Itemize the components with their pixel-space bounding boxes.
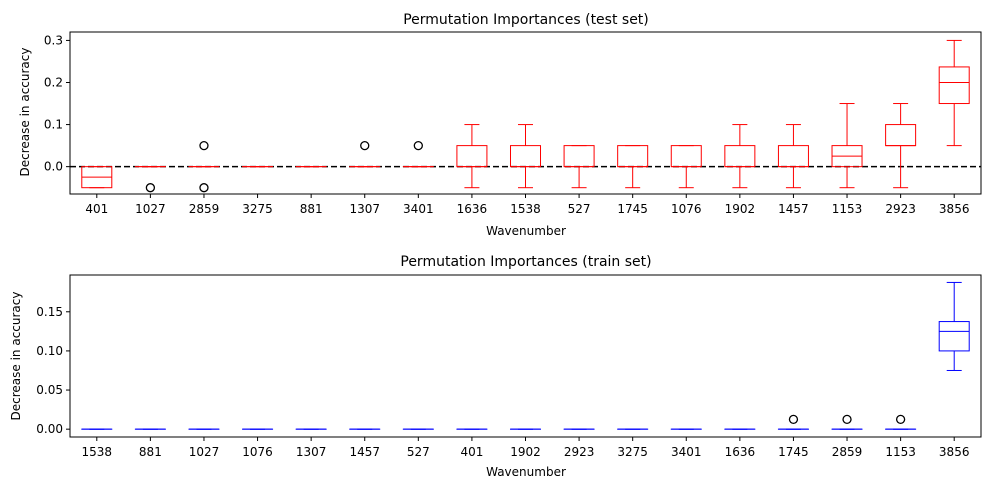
chart-train-set: Permutation Importances (train set) Decr… — [9, 254, 982, 479]
x-tick-label: 1307 — [349, 202, 380, 216]
x-tick-label: 401 — [85, 202, 108, 216]
box-1307 — [349, 140, 381, 168]
y-tick-label: 0.0 — [44, 160, 63, 174]
outlier-point — [360, 140, 370, 151]
x-tick-label: 1153 — [885, 445, 916, 459]
box-iqr — [563, 145, 595, 168]
box-iqr — [777, 145, 809, 168]
outlier-point — [413, 140, 423, 151]
outlier-point — [199, 140, 209, 151]
x-tick-label: 1745 — [617, 202, 648, 216]
outlier-point — [788, 414, 799, 425]
x-tick-label: 1076 — [671, 202, 702, 216]
x-tick-label: 1027 — [189, 445, 220, 459]
x-tick-label: 3856 — [939, 445, 970, 459]
box-iqr — [456, 145, 488, 168]
box-iqr — [724, 145, 756, 168]
x-tick-label: 1027 — [135, 202, 166, 216]
x-tick-label: 1538 — [82, 445, 113, 459]
outlier-point — [145, 183, 156, 193]
chart-title: Permutation Importances (test set) — [403, 12, 649, 28]
box-1745 — [617, 145, 649, 189]
box-iqr — [670, 145, 702, 168]
y-tick-label: 0.15 — [36, 305, 63, 319]
box-1076 — [670, 145, 702, 189]
x-tick-label: 1076 — [242, 445, 273, 459]
x-tick-label: 3275 — [617, 445, 648, 459]
box-3856 — [938, 39, 970, 147]
x-axis-label: Wavenumber — [486, 224, 566, 238]
x-tick-label: 527 — [568, 202, 591, 216]
y-axis-label: Decrease in accuracy — [9, 292, 23, 421]
box-1457 — [777, 124, 809, 189]
box-527 — [563, 145, 595, 189]
box-1027 — [134, 166, 166, 193]
chart-title: Permutation Importances (train set) — [400, 254, 651, 270]
x-tick-label: 3275 — [242, 202, 273, 216]
x-axis-label: Wavenumber — [486, 465, 566, 479]
x-tick-label: 1538 — [510, 202, 541, 216]
x-tick-label: 1636 — [725, 445, 756, 459]
box-1153 — [885, 414, 917, 430]
y-tick-label: 0.1 — [44, 118, 63, 132]
x-tick-label: 1745 — [778, 445, 809, 459]
plot-area: 0.00 0.05 0.10 0.15 1538 881 1027 1076 1307 1457 5… — [36, 281, 970, 459]
box-iqr — [509, 145, 542, 168]
box-1636 — [456, 124, 488, 189]
box-1745 — [777, 414, 809, 430]
box-iqr — [938, 321, 970, 352]
box-2923 — [885, 103, 917, 189]
box-iqr — [938, 66, 970, 105]
x-tick-label: 1636 — [457, 202, 488, 216]
box-iqr — [617, 145, 649, 168]
y-tick-label: 0.3 — [44, 33, 63, 47]
outlier-point — [895, 414, 906, 425]
box-401 — [81, 166, 113, 189]
box-1538 — [509, 124, 542, 189]
y-tick-label: 0.10 — [36, 344, 63, 358]
x-tick-label: 1457 — [778, 202, 809, 216]
x-tick-label: 1153 — [832, 202, 863, 216]
plot-area: 0.0 0.1 0.2 0.3 401 1027 2859 3275 881 1307 3401 16… — [44, 33, 981, 216]
y-tick-label: 0.2 — [44, 75, 63, 89]
x-tick-label: 2859 — [832, 445, 863, 459]
x-tick-label: 527 — [407, 445, 430, 459]
box-3856 — [938, 281, 970, 371]
x-tick-label: 881 — [300, 202, 323, 216]
chart-test-set: Permutation Importances (test set) Decre… — [18, 12, 982, 238]
box-1153 — [831, 103, 863, 189]
box-3401 — [402, 140, 434, 168]
x-tick-label: 3401 — [403, 202, 434, 216]
x-tick-label: 2923 — [885, 202, 916, 216]
x-tick-label: 1902 — [725, 202, 756, 216]
box-1902 — [724, 124, 756, 189]
box-2859 — [188, 140, 220, 193]
x-tick-label: 2923 — [564, 445, 595, 459]
x-tick-label: 1902 — [510, 445, 541, 459]
x-tick-label: 2859 — [189, 202, 220, 216]
x-tick-label: 1307 — [296, 445, 327, 459]
x-tick-label: 1457 — [349, 445, 380, 459]
outlier-point — [199, 183, 209, 193]
x-tick-label: 881 — [139, 445, 162, 459]
x-tick-label: 401 — [460, 445, 483, 459]
box-iqr — [885, 124, 917, 147]
box-2859 — [831, 414, 863, 430]
plot-frame — [69, 31, 982, 195]
y-axis-label: Decrease in accuracy — [18, 48, 32, 177]
outlier-point — [842, 414, 852, 425]
y-tick-label: 0.00 — [36, 422, 63, 436]
y-tick-label: 0.05 — [36, 383, 63, 397]
x-tick-label: 3856 — [939, 202, 970, 216]
plot-frame — [69, 274, 982, 438]
x-tick-label: 3401 — [671, 445, 702, 459]
